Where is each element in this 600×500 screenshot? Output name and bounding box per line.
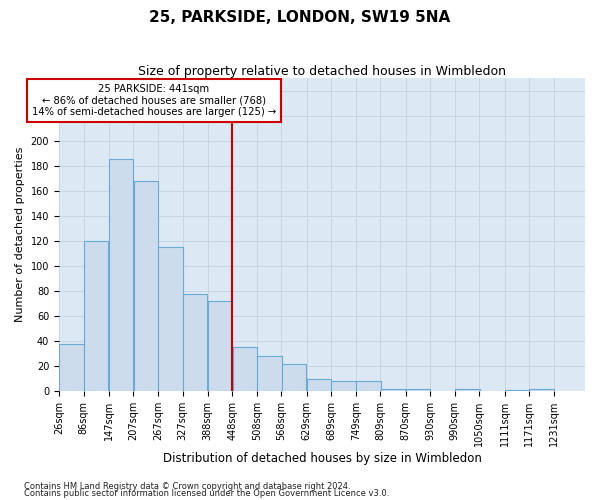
Bar xyxy=(134,181,158,392)
Bar xyxy=(455,389,479,392)
Text: 25 PARKSIDE: 441sqm
← 86% of detached houses are smaller (768)
14% of semi-detac: 25 PARKSIDE: 441sqm ← 86% of detached ho… xyxy=(32,84,276,117)
Bar xyxy=(307,379,331,392)
Bar xyxy=(529,389,554,392)
Text: Contains public sector information licensed under the Open Government Licence v3: Contains public sector information licen… xyxy=(24,489,389,498)
Bar xyxy=(257,356,281,392)
Bar xyxy=(406,389,430,392)
Text: Contains HM Land Registry data © Crown copyright and database right 2024.: Contains HM Land Registry data © Crown c… xyxy=(24,482,350,491)
Bar xyxy=(109,160,133,392)
Y-axis label: Number of detached properties: Number of detached properties xyxy=(15,147,25,322)
Title: Size of property relative to detached houses in Wimbledon: Size of property relative to detached ho… xyxy=(138,65,506,78)
Bar xyxy=(331,382,356,392)
Bar xyxy=(356,382,380,392)
Bar xyxy=(282,364,306,392)
Bar xyxy=(381,389,405,392)
Bar xyxy=(59,344,83,392)
Bar xyxy=(183,294,207,392)
Bar xyxy=(158,247,182,392)
Bar xyxy=(505,390,529,392)
Bar xyxy=(233,348,257,392)
X-axis label: Distribution of detached houses by size in Wimbledon: Distribution of detached houses by size … xyxy=(163,452,481,465)
Text: 25, PARKSIDE, LONDON, SW19 5NA: 25, PARKSIDE, LONDON, SW19 5NA xyxy=(149,10,451,25)
Bar xyxy=(208,301,232,392)
Bar xyxy=(84,241,108,392)
